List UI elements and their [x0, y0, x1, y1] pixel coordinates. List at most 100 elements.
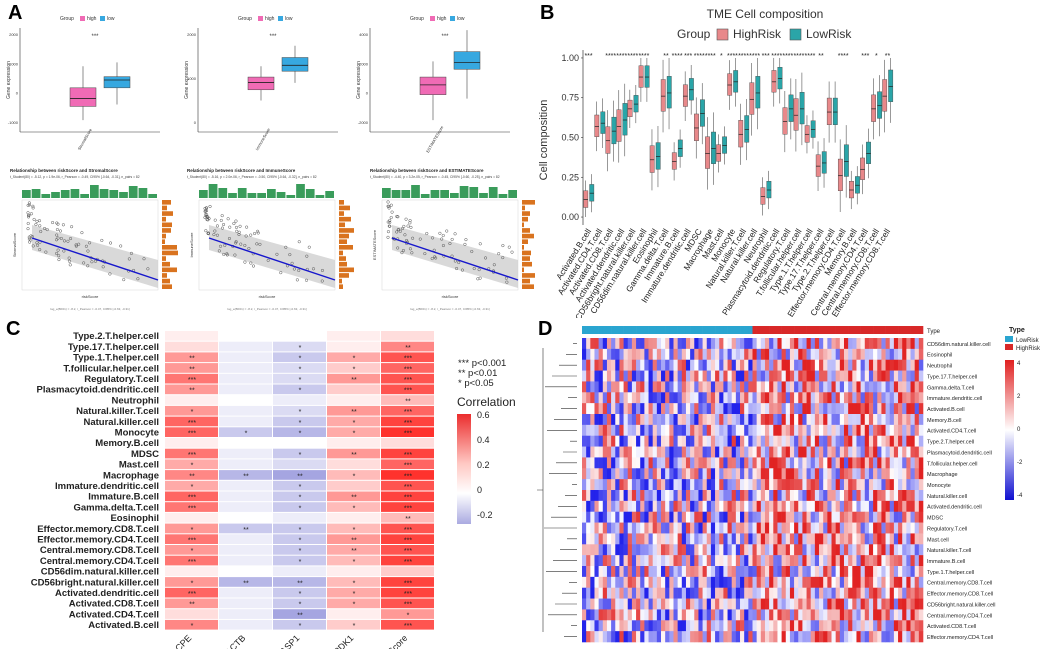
- heat-cell: [723, 479, 728, 491]
- heat-cell: [893, 479, 899, 491]
- heat-cell: [814, 555, 820, 567]
- heat-cell: [868, 381, 874, 393]
- heat-cell: [814, 403, 820, 415]
- heat-cell: [827, 414, 832, 426]
- scatter-point: [389, 215, 393, 220]
- heat-cell: [681, 566, 687, 578]
- heat-cell: [885, 490, 891, 502]
- heat-cell: [636, 576, 641, 589]
- heat-cell: [802, 435, 807, 447]
- scatter-point: [68, 263, 72, 267]
- regression-line: [391, 237, 519, 281]
- heat-cell: [640, 555, 645, 567]
- heat-cell: [877, 620, 882, 632]
- type-annotation-cell: [773, 326, 778, 334]
- heat-cell: [719, 522, 724, 534]
- heat-cell: [719, 435, 724, 447]
- scatter-1: Relationship between riskScore and Strom…: [10, 168, 178, 311]
- scatter-point: [82, 261, 86, 265]
- y-label: ImmuneScore: [189, 232, 194, 258]
- heat-cell: [756, 598, 762, 610]
- heat-cell: [611, 609, 616, 621]
- heat-cell: [740, 620, 745, 632]
- heat-cell: [702, 609, 708, 621]
- heat-cell: [910, 631, 915, 643]
- heat-cell: [611, 620, 616, 632]
- scatter-point: [400, 251, 404, 255]
- heat-cell: [694, 533, 699, 545]
- heat-cell: [902, 338, 907, 350]
- heat-cell: [582, 631, 587, 643]
- heat-cell: [611, 338, 616, 350]
- heat-cell: [327, 384, 380, 395]
- scatter-point: [243, 243, 247, 248]
- heat-cell: [706, 555, 712, 567]
- heat-cell: [648, 403, 653, 415]
- heat-cell: [611, 500, 616, 513]
- heat-cell: [690, 631, 695, 643]
- heat-cell: [906, 370, 911, 382]
- low-box: [589, 184, 595, 202]
- cell-stars: ***: [404, 495, 412, 502]
- heat-cell: [723, 609, 728, 621]
- heat-cell: [889, 381, 895, 393]
- heat-cell: [856, 500, 861, 513]
- heat-cell: [760, 609, 766, 621]
- scatter-point: [215, 224, 219, 228]
- cell-stars: ***: [188, 538, 196, 545]
- column-label: LASP1: [275, 633, 302, 649]
- row-label: Central.memory.CD8.T.cell: [40, 545, 159, 556]
- type-annotation-cell: [802, 326, 807, 334]
- heat-cell: [794, 587, 799, 599]
- heat-cell: [885, 392, 891, 404]
- heat-cell: [706, 414, 712, 426]
- heat-cell: [752, 511, 757, 523]
- heat-cell: [881, 392, 886, 404]
- heat-cell: [856, 381, 861, 393]
- heat-cell: [715, 338, 720, 350]
- heat-cell: [918, 522, 924, 534]
- heat-cell: [669, 435, 674, 447]
- heat-cell: [661, 403, 666, 415]
- heat-cell: [860, 620, 866, 632]
- low-box: [866, 141, 871, 164]
- heat-cell: [823, 566, 828, 578]
- heat-cell: [715, 533, 720, 545]
- heat-cell: [735, 631, 741, 643]
- heat-cell: [685, 348, 691, 361]
- heat-cell: [789, 533, 795, 545]
- heat-cell: [839, 620, 845, 632]
- heat-cell: [731, 381, 737, 393]
- heat-cell: [831, 338, 836, 350]
- heat-cell: [827, 631, 832, 643]
- heat-cell: [810, 511, 816, 523]
- heat-cell: [719, 392, 724, 404]
- heat-cell: [273, 427, 326, 437]
- heat-cell: [764, 348, 770, 361]
- heat-cell: [677, 435, 683, 447]
- scatter-title: Relationship between riskScore and Immun…: [187, 168, 296, 173]
- heat-cell: [789, 544, 795, 556]
- heat-cell: [598, 490, 604, 502]
- heat-cell: [760, 359, 766, 371]
- scatter-point: [31, 206, 35, 210]
- cell-stars: *: [299, 484, 302, 491]
- heat-cell: [623, 457, 629, 469]
- heat-cell: [673, 446, 678, 458]
- side-histogram-bar: [522, 228, 530, 233]
- scatter-point: [253, 231, 257, 236]
- heat-cell: [777, 587, 782, 599]
- heat-cell: [219, 363, 272, 373]
- heat-cell: [781, 620, 787, 632]
- type-annotation-cell: [831, 326, 836, 334]
- heat-cell: [856, 587, 861, 599]
- cell-stars: *: [245, 431, 248, 438]
- scatter-point: [266, 258, 270, 262]
- cell-stars: **: [351, 495, 357, 502]
- scatter-point: [129, 251, 134, 255]
- heat-cell: [789, 631, 795, 643]
- y-label: Gene expression: [184, 61, 190, 99]
- heat-cell: [852, 522, 857, 534]
- heat-cell: [852, 359, 857, 371]
- heat-cell: [918, 359, 924, 371]
